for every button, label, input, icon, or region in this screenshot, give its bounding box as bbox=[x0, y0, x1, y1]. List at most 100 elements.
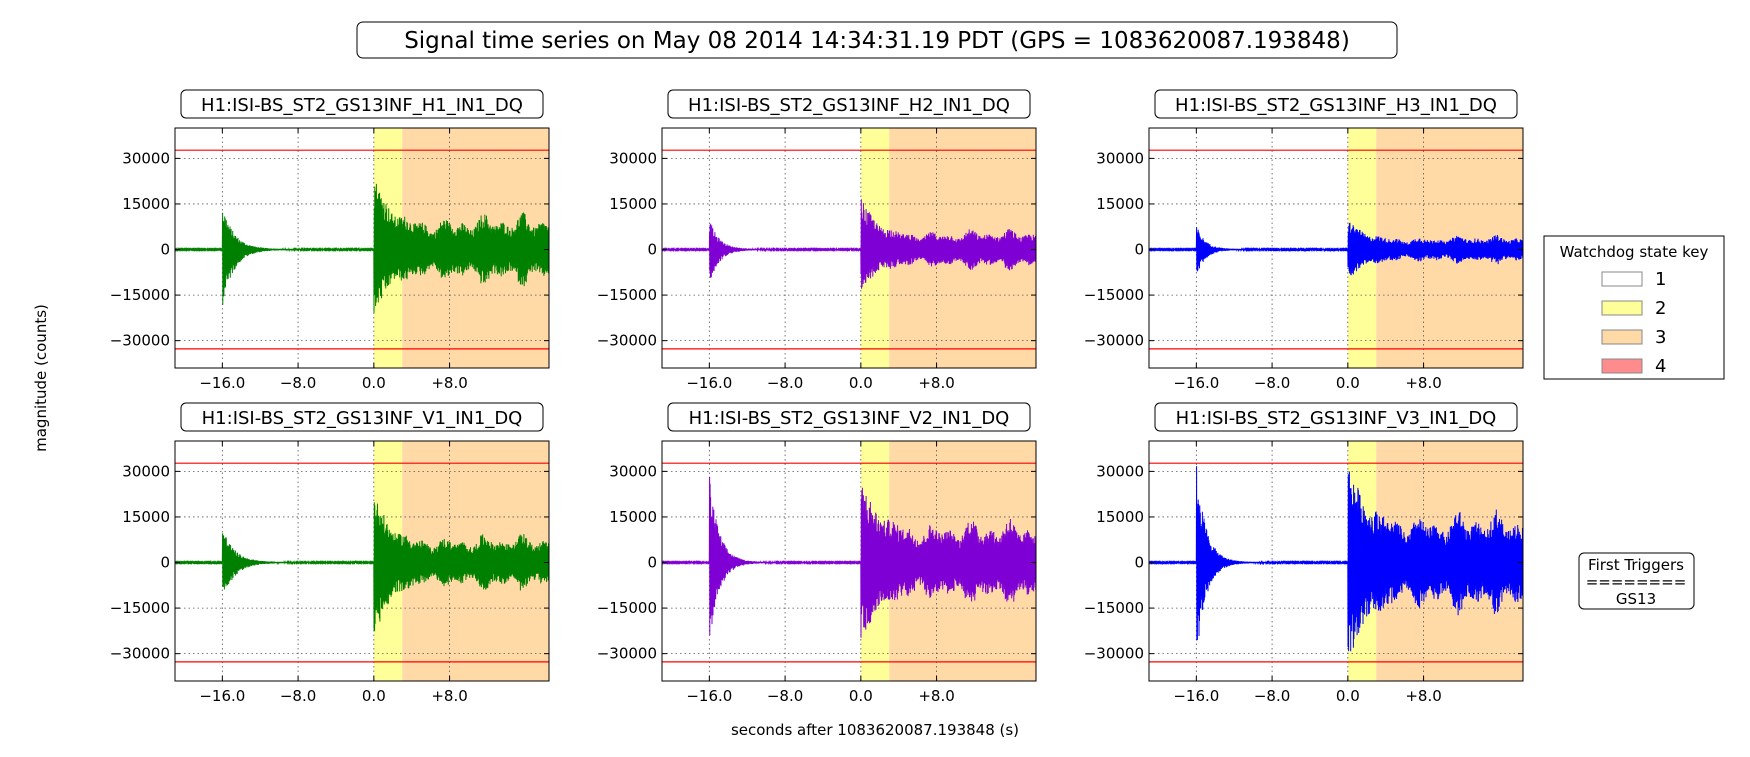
x-tick-label: +8.0 bbox=[431, 374, 467, 392]
panel-6: H1:ISI-BS_ST2_GS13INF_V3_IN1_DQ −16.0 −8.0… bbox=[1084, 402, 1524, 705]
panel-title: H1:ISI-BS_ST2_GS13INF_V1_IN1_DQ bbox=[202, 408, 523, 429]
signal-trace bbox=[661, 476, 1037, 638]
legend-label-4: 4 bbox=[1655, 356, 1666, 377]
y-tick-label: −15000 bbox=[1084, 599, 1144, 617]
legend-label-1: 1 bbox=[1655, 269, 1666, 290]
y-tick-label: −30000 bbox=[1084, 645, 1144, 663]
y-tick-label: 30000 bbox=[609, 149, 657, 167]
y-tick-label: −15000 bbox=[597, 286, 657, 304]
x-tick-label: −8.0 bbox=[1254, 687, 1290, 705]
y-tick-label: 0 bbox=[1134, 241, 1144, 259]
first-triggers-item: GS13 bbox=[1616, 590, 1656, 608]
y-tick-label: −30000 bbox=[1084, 332, 1144, 350]
y-tick-label: 0 bbox=[160, 241, 170, 259]
y-tick-label: 0 bbox=[647, 241, 657, 259]
signal-trace bbox=[174, 502, 550, 632]
panel-5: H1:ISI-BS_ST2_GS13INF_V2_IN1_DQ −16.0 −8.0… bbox=[597, 402, 1037, 705]
x-tick-label: −16.0 bbox=[686, 687, 732, 705]
axes-frame bbox=[174, 127, 550, 369]
first-triggers-separator: ======== bbox=[1586, 573, 1687, 591]
legend-label-2: 2 bbox=[1655, 298, 1666, 319]
y-tick-label: 15000 bbox=[609, 508, 657, 526]
panel-2: H1:ISI-BS_ST2_GS13INF_H2_IN1_DQ −16.0 −8.0… bbox=[597, 89, 1037, 392]
panel-1: H1:ISI-BS_ST2_GS13INF_H1_IN1_DQ −16.0 −8.0… bbox=[110, 89, 550, 392]
legend-swatch-1 bbox=[1601, 271, 1643, 287]
y-tick-label: 30000 bbox=[1096, 462, 1144, 480]
y-tick-label: −30000 bbox=[597, 645, 657, 663]
first-triggers-box: First Triggers ======== GS13 bbox=[1578, 552, 1695, 610]
x-tick-label: 0.0 bbox=[1336, 687, 1360, 705]
first-triggers-title: First Triggers bbox=[1588, 556, 1684, 574]
y-tick-label: 0 bbox=[160, 554, 170, 572]
x-tick-label: −16.0 bbox=[199, 374, 245, 392]
x-tick-label: −16.0 bbox=[199, 687, 245, 705]
x-tick-label: 0.0 bbox=[362, 374, 386, 392]
x-tick-label: −16.0 bbox=[686, 374, 732, 392]
panel-title: H1:ISI-BS_ST2_GS13INF_H1_IN1_DQ bbox=[201, 95, 523, 116]
panel-title: H1:ISI-BS_ST2_GS13INF_V2_IN1_DQ bbox=[689, 408, 1010, 429]
y-tick-label: 0 bbox=[647, 554, 657, 572]
x-tick-label: +8.0 bbox=[1405, 374, 1441, 392]
x-tick-label: −16.0 bbox=[1173, 687, 1219, 705]
legend-swatch-3 bbox=[1601, 329, 1643, 345]
x-tick-label: −8.0 bbox=[767, 687, 803, 705]
x-tick-label: −8.0 bbox=[767, 374, 803, 392]
figure-title-box bbox=[356, 21, 1398, 59]
axes-frame bbox=[1148, 127, 1524, 369]
y-tick-label: −15000 bbox=[597, 599, 657, 617]
x-tick-label: +8.0 bbox=[431, 687, 467, 705]
x-axis-label: seconds after 1083620087.193848 (s) bbox=[731, 721, 1019, 739]
legend-swatch-4 bbox=[1601, 358, 1643, 374]
y-tick-label: 30000 bbox=[122, 149, 170, 167]
y-tick-label: 15000 bbox=[122, 508, 170, 526]
x-tick-label: +8.0 bbox=[918, 374, 954, 392]
panel-title-box bbox=[667, 89, 1031, 119]
y-tick-label: −15000 bbox=[110, 599, 170, 617]
x-tick-label: +8.0 bbox=[1405, 687, 1441, 705]
x-tick-label: −16.0 bbox=[1173, 374, 1219, 392]
panel-title: H1:ISI-BS_ST2_GS13INF_V3_IN1_DQ bbox=[1176, 408, 1497, 429]
legend-title: Watchdog state key bbox=[1560, 243, 1709, 261]
signal-trace bbox=[1148, 222, 1524, 276]
y-tick-label: 30000 bbox=[122, 462, 170, 480]
signal-trace bbox=[1148, 466, 1524, 652]
y-tick-label: 15000 bbox=[122, 195, 170, 213]
legend-swatch-2 bbox=[1601, 300, 1643, 316]
panel-title-box bbox=[1154, 402, 1518, 432]
y-axis-label: magnitude (counts) bbox=[32, 304, 50, 452]
y-tick-label: 15000 bbox=[609, 195, 657, 213]
x-tick-label: −8.0 bbox=[280, 374, 316, 392]
y-tick-label: −30000 bbox=[110, 332, 170, 350]
figure-title: Signal time series on May 08 2014 14:34:… bbox=[404, 28, 1350, 54]
x-tick-label: −8.0 bbox=[280, 687, 316, 705]
signal-trace bbox=[174, 183, 550, 313]
panel-title: H1:ISI-BS_ST2_GS13INF_H3_IN1_DQ bbox=[1175, 95, 1497, 116]
x-tick-label: +8.0 bbox=[918, 687, 954, 705]
panel-title: H1:ISI-BS_ST2_GS13INF_H2_IN1_DQ bbox=[688, 95, 1010, 116]
y-tick-label: 30000 bbox=[1096, 149, 1144, 167]
x-tick-label: −8.0 bbox=[1254, 374, 1290, 392]
panel-4: H1:ISI-BS_ST2_GS13INF_V1_IN1_DQ −16.0 −8.0… bbox=[110, 402, 550, 705]
x-tick-label: 0.0 bbox=[849, 687, 873, 705]
panel-title-box bbox=[667, 402, 1031, 432]
x-tick-label: 0.0 bbox=[849, 374, 873, 392]
y-tick-label: −15000 bbox=[1084, 286, 1144, 304]
x-tick-label: 0.0 bbox=[362, 687, 386, 705]
y-tick-label: 0 bbox=[1134, 554, 1144, 572]
axes-frame bbox=[1148, 440, 1524, 682]
axes-frame bbox=[661, 127, 1037, 369]
watchdog-legend: Watchdog state key 1 2 3 4 bbox=[1543, 235, 1725, 380]
y-tick-label: 15000 bbox=[1096, 195, 1144, 213]
y-tick-label: −30000 bbox=[110, 645, 170, 663]
y-tick-label: −15000 bbox=[110, 286, 170, 304]
legend-label-3: 3 bbox=[1655, 327, 1666, 348]
first-triggers-frame bbox=[1578, 552, 1695, 610]
panel-title-box bbox=[180, 402, 544, 432]
y-tick-label: 30000 bbox=[609, 462, 657, 480]
panel-title-box bbox=[180, 89, 544, 119]
axes-frame bbox=[174, 440, 550, 682]
y-tick-label: −30000 bbox=[597, 332, 657, 350]
y-tick-label: 15000 bbox=[1096, 508, 1144, 526]
panel-title-box bbox=[1154, 89, 1518, 119]
